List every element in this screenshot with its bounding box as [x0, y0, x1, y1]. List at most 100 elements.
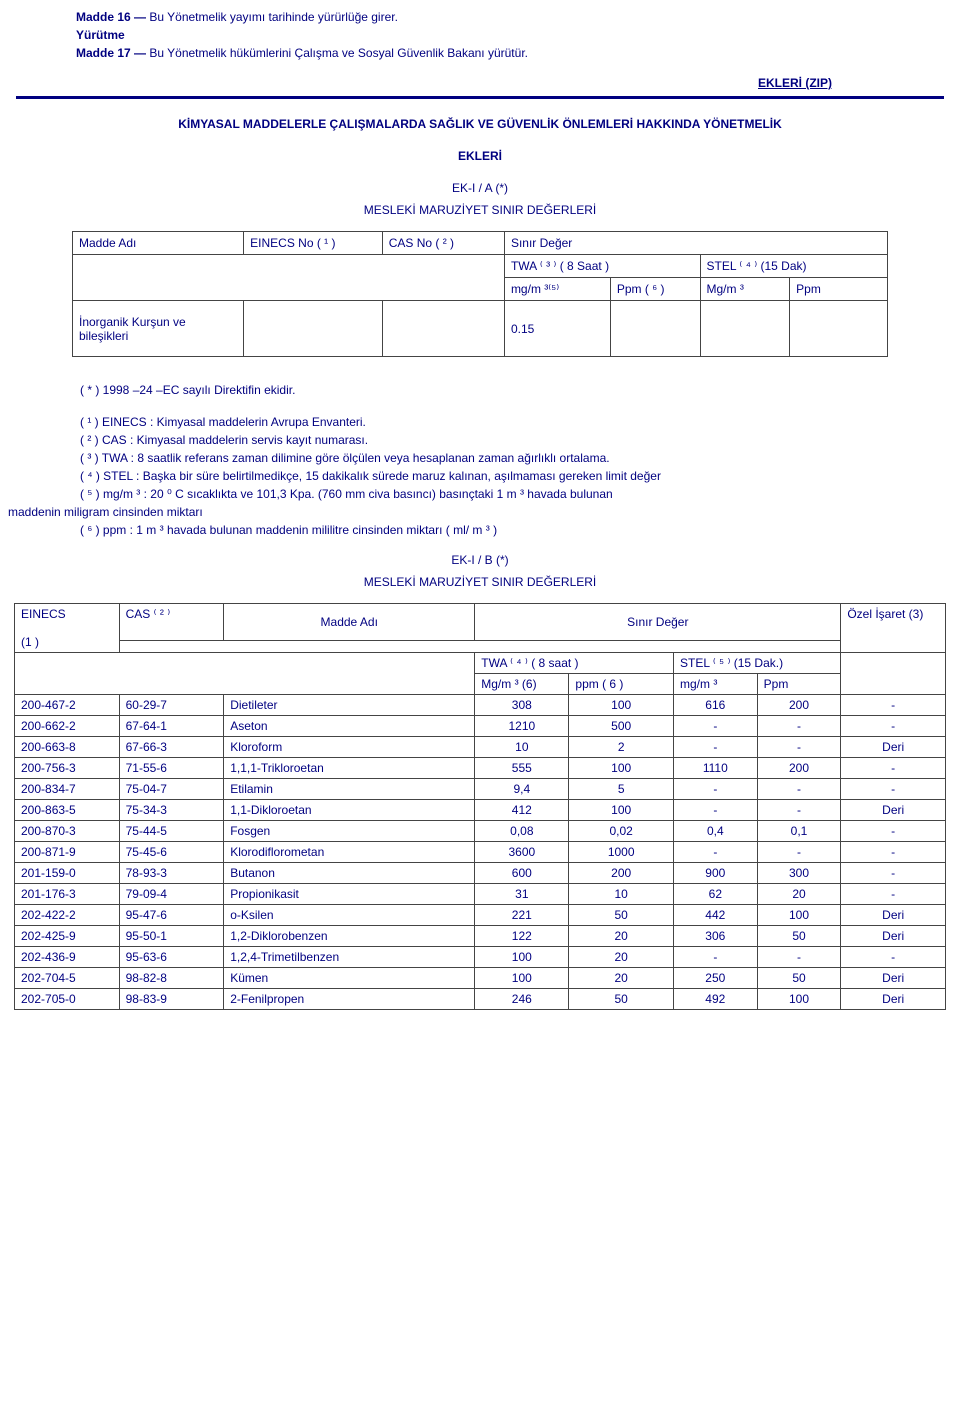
tb-cell-v1: 412 — [475, 800, 569, 821]
tb-cell-madde: Dietileter — [224, 695, 475, 716]
tb-cell-cas: 67-66-3 — [119, 737, 224, 758]
tb-cell-v5: - — [841, 842, 946, 863]
tb-cell-einecs: 200-756-3 — [15, 758, 120, 779]
table-row: 200-662-267-64-1Aseton1210500--- — [15, 716, 946, 737]
tb-cell-madde: 1,2-Diklorobenzen — [224, 926, 475, 947]
ta-row-label: İnorganik Kurşun ve bileşikleri — [73, 301, 244, 357]
tb-h-einecs: EINECS(1 ) — [15, 604, 120, 653]
table-row: 202-425-995-50-11,2-Diklorobenzen1222030… — [15, 926, 946, 947]
tb-cell-cas: 75-04-7 — [119, 779, 224, 800]
tb-cell-v2: 10 — [569, 884, 674, 905]
note-5b: maddenin miligram cinsinden miktarı — [8, 503, 952, 521]
section-a-line2: MESLEKİ MARUZİYET SINIR DEĞERLERİ — [8, 203, 952, 217]
tb-cell-cas: 78-93-3 — [119, 863, 224, 884]
tb-cell-v5: Deri — [841, 737, 946, 758]
tb-cell-madde: Propionikasit — [224, 884, 475, 905]
note-0: ( * ) 1998 –24 –EC sayılı Direktifin eki… — [8, 381, 952, 399]
tb-cell-v2: 500 — [569, 716, 674, 737]
ta-header-row1: Madde Adı EINECS No ( ¹ ) CAS No ( ² ) S… — [73, 232, 888, 255]
tb-cell-v2: 0,02 — [569, 821, 674, 842]
tb-cell-v2: 200 — [569, 863, 674, 884]
ta-row-val: 0.15 — [504, 301, 610, 357]
tb-cell-madde: o-Ksilen — [224, 905, 475, 926]
tb-h-madde: Madde Adı — [224, 604, 475, 641]
tb-h-cas: CAS ⁽ ² ⁾ — [119, 604, 224, 641]
tb-cell-v2: 50 — [569, 905, 674, 926]
tb-cell-madde: Klorodiflorometan — [224, 842, 475, 863]
tb-cell-cas: 67-64-1 — [119, 716, 224, 737]
tb-cell-einecs: 202-422-2 — [15, 905, 120, 926]
section-a-line1: EK-I / A (*) — [8, 181, 952, 195]
tb-h-stel: STEL ⁽ ⁵ ⁾ (15 Dak.) — [673, 653, 840, 674]
tb-cell-v2: 100 — [569, 800, 674, 821]
tb-cell-v3: - — [673, 800, 757, 821]
ta-h-twa: TWA ⁽ ³ ⁾ ( 8 Saat ) — [504, 255, 700, 278]
tb-cell-v1: 1210 — [475, 716, 569, 737]
notes-block: ( * ) 1998 –24 –EC sayılı Direktifin eki… — [8, 381, 952, 539]
tb-cell-cas: 60-29-7 — [119, 695, 224, 716]
note-5a: ( ⁵ ) mg/m ³ : 20 ⁰ C sıcaklıkta ve 101,… — [8, 485, 952, 503]
tb-cell-v1: 221 — [475, 905, 569, 926]
tb-cell-v3: - — [673, 842, 757, 863]
tb-cell-v3: 0,4 — [673, 821, 757, 842]
intro-p1: Madde 16 — Bu Yönetmelik yayımı tarihind… — [76, 8, 952, 26]
tb-cell-v3: 900 — [673, 863, 757, 884]
tb-cell-madde: Kloroform — [224, 737, 475, 758]
ta-h-mgm1: mg/m ³⁽⁵⁾ — [504, 278, 610, 301]
zip-link[interactable]: EKLERİ (ZIP) — [758, 76, 832, 90]
tb-cell-v5: - — [841, 884, 946, 905]
tb-cell-v1: 100 — [475, 947, 569, 968]
divider — [16, 96, 944, 99]
tb-cell-v5: - — [841, 863, 946, 884]
tb-cell-madde: 1,2,4-Trimetilbenzen — [224, 947, 475, 968]
tb-cell-v3: 306 — [673, 926, 757, 947]
tb-cell-cas: 79-09-4 — [119, 884, 224, 905]
table-row: 202-704-598-82-8Kümen1002025050Deri — [15, 968, 946, 989]
tb-cell-v1: 31 — [475, 884, 569, 905]
section-b-line2: MESLEKİ MARUZİYET SINIR DEĞERLERİ — [8, 575, 952, 589]
ta-h-ppm2: Ppm — [790, 278, 888, 301]
main-title: KİMYASAL MADDELERLE ÇALIŞMALARDA SAĞLIK … — [8, 117, 952, 131]
tb-cell-v4: 100 — [757, 905, 841, 926]
tb-cell-einecs: 200-863-5 — [15, 800, 120, 821]
tb-cell-v1: 555 — [475, 758, 569, 779]
tb-cell-v4: - — [757, 800, 841, 821]
tb-cell-cas: 75-45-6 — [119, 842, 224, 863]
tb-cell-v4: 200 — [757, 758, 841, 779]
tb-cell-v4: - — [757, 779, 841, 800]
tb-cell-madde: Butanon — [224, 863, 475, 884]
table-row: 202-436-995-63-61,2,4-Trimetilbenzen1002… — [15, 947, 946, 968]
table-b: EINECS(1 ) CAS ⁽ ² ⁾ Madde Adı Sınır Değ… — [14, 603, 946, 1010]
tb-cell-v1: 3600 — [475, 842, 569, 863]
tb-cell-v3: - — [673, 716, 757, 737]
tb-cell-v2: 100 — [569, 695, 674, 716]
tb-cell-madde: Etilamin — [224, 779, 475, 800]
tb-cell-cas: 98-82-8 — [119, 968, 224, 989]
tb-cell-einecs: 202-425-9 — [15, 926, 120, 947]
tb-cell-v1: 246 — [475, 989, 569, 1010]
ta-h-madde: Madde Adı — [73, 232, 244, 255]
ta-header-row3: mg/m ³⁽⁵⁾ Ppm ( ⁶ ) Mg/m ³ Ppm — [73, 278, 888, 301]
tb-cell-v2: 2 — [569, 737, 674, 758]
tb-cell-madde: 1,1-Dikloroetan — [224, 800, 475, 821]
tb-cell-cas: 75-44-5 — [119, 821, 224, 842]
tb-cell-cas: 95-50-1 — [119, 926, 224, 947]
ta-h-cas: CAS No ( ² ) — [382, 232, 504, 255]
tb-cell-v2: 50 — [569, 989, 674, 1010]
tb-cell-v3: 62 — [673, 884, 757, 905]
tb-cell-v5: Deri — [841, 926, 946, 947]
tb-cell-einecs: 200-834-7 — [15, 779, 120, 800]
tb-cell-v5: - — [841, 779, 946, 800]
ta-header-row2: TWA ⁽ ³ ⁾ ( 8 Saat ) STEL ⁽ ⁴ ⁾ (15 Dak) — [73, 255, 888, 278]
tb-h-ppm2: Ppm — [757, 674, 841, 695]
tb-cell-v4: 0,1 — [757, 821, 841, 842]
tb-cell-cas: 71-55-6 — [119, 758, 224, 779]
ta-h-mgm2: Mg/m ³ — [700, 278, 790, 301]
tb-cell-madde: 2-Fenilpropen — [224, 989, 475, 1010]
intro-block: Madde 16 — Bu Yönetmelik yayımı tarihind… — [8, 8, 952, 62]
tb-header-row2: TWA ⁽ ⁴ ⁾ ( 8 saat ) STEL ⁽ ⁵ ⁾ (15 Dak.… — [15, 653, 946, 674]
tb-cell-v2: 20 — [569, 968, 674, 989]
tb-cell-v1: 308 — [475, 695, 569, 716]
table-a: Madde Adı EINECS No ( ¹ ) CAS No ( ² ) S… — [72, 231, 888, 357]
tb-header-row1b — [15, 640, 946, 652]
